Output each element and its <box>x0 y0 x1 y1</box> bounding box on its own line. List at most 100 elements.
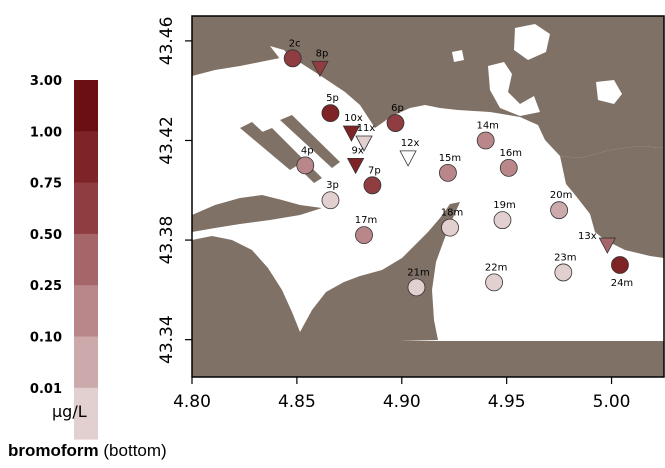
y-tick-label: 43.34 <box>157 315 177 364</box>
legend-box <box>74 336 98 389</box>
station-23m: 23m <box>554 252 577 282</box>
legend-units: μg/L <box>52 402 87 421</box>
legend-box <box>74 233 98 286</box>
station-marker <box>407 278 426 297</box>
legend-label: 3.00 <box>30 74 62 89</box>
land-southwest <box>192 202 460 341</box>
station-marker <box>493 211 512 230</box>
land-east-coast <box>560 146 664 258</box>
station-marker <box>321 104 340 122</box>
legend-label: 0.75 <box>30 177 62 192</box>
station-label: 2c <box>289 38 301 49</box>
station-7p: 7p <box>363 165 382 195</box>
station-label: 21m <box>407 267 429 278</box>
station-11x: 11x <box>355 123 376 152</box>
x-tick-label: 4.85 <box>278 392 316 412</box>
legend-color-boxes <box>74 80 98 440</box>
station-label: 14m <box>476 120 498 131</box>
legend-box <box>74 182 98 235</box>
station-markers: 2c 8p 5p 10x 6p 11x 12x 14m 4p 9x 7p 15m 16m 3p 20m 17m… <box>283 38 633 297</box>
station-label: 22m <box>485 262 507 273</box>
station-marker <box>342 125 361 142</box>
breakwater-3 <box>280 115 340 168</box>
land-south <box>192 341 664 377</box>
station-marker <box>283 49 302 68</box>
y-tick-label: 43.46 <box>157 17 177 66</box>
legend-label: 0.50 <box>30 228 62 243</box>
station-marker <box>611 256 629 274</box>
land-west-peninsula <box>192 195 322 232</box>
station-marker <box>296 156 315 175</box>
station-label: 16m <box>500 148 522 159</box>
station-marker <box>598 237 617 254</box>
station-13x: 13x <box>578 231 617 254</box>
y-axis: 43.34 43.38 43.42 43.46 <box>157 17 192 364</box>
x-tick-label: 4.90 <box>383 392 421 412</box>
station-12x: 12x <box>399 138 420 167</box>
station-label: 6p <box>391 103 404 114</box>
station-label: 18m <box>441 208 463 219</box>
station-label: 4p <box>301 145 314 156</box>
station-marker <box>554 263 573 282</box>
x-tick-label: 4.95 <box>488 392 526 412</box>
station-label: 9x <box>351 145 363 156</box>
station-marker <box>346 157 365 175</box>
x-axis: 4.80 4.85 4.90 4.95 5.00 <box>173 377 630 412</box>
caption-qualifier: (bottom) <box>98 441 167 460</box>
station-label: 17m <box>355 215 377 226</box>
station-marker <box>386 114 405 132</box>
station-6p: 6p <box>386 103 405 132</box>
station-3p: 3p <box>321 180 340 210</box>
islands <box>452 24 622 116</box>
station-label: 23m <box>554 252 576 263</box>
station-label: 13x <box>578 231 597 242</box>
station-marker <box>363 176 382 195</box>
legend-label: 1.00 <box>30 125 62 140</box>
legend-box <box>74 80 98 132</box>
map-frame <box>191 15 665 378</box>
island-4 <box>452 50 464 62</box>
station-marker <box>550 201 569 220</box>
station-label: 20m <box>550 190 572 201</box>
station-label: 11x <box>357 123 376 134</box>
station-20m: 20m <box>550 190 572 220</box>
station-label: 3p <box>326 180 339 191</box>
caption-parameter: bromoform <box>8 441 99 460</box>
station-marker <box>399 150 417 167</box>
station-21m: 21m <box>407 267 430 297</box>
station-19m: 19m <box>493 200 516 230</box>
station-label: 8p <box>316 48 329 59</box>
station-9x: 9x <box>346 145 365 175</box>
y-tick-label: 43.42 <box>157 116 177 165</box>
station-marker <box>311 60 329 78</box>
legend-scale: 3.00 1.00 0.75 0.50 0.25 0.10 0.01 <box>30 74 98 440</box>
island-1 <box>514 24 550 60</box>
breakwater-1 <box>240 122 298 170</box>
legend-label: 0.25 <box>30 279 62 294</box>
x-tick-label: 4.80 <box>173 392 211 412</box>
station-marker <box>441 218 459 237</box>
x-tick-label: 5.00 <box>593 392 631 412</box>
harbor-inlet <box>270 46 372 130</box>
station-marker <box>485 273 503 292</box>
station-marker <box>476 131 495 150</box>
station-label: 15m <box>439 153 461 164</box>
station-label: 7p <box>368 165 381 176</box>
station-label: 5p <box>326 93 339 104</box>
station-10x: 10x <box>342 113 363 142</box>
station-15m: 15m <box>439 153 461 182</box>
station-label: 12x <box>401 138 420 149</box>
station-18m: 18m <box>441 208 463 237</box>
legend-label: 0.01 <box>30 382 62 397</box>
y-tick-label: 43.38 <box>157 216 177 265</box>
legend-labels: 3.00 1.00 0.75 0.50 0.25 0.10 0.01 <box>30 74 62 397</box>
island-2 <box>488 62 540 116</box>
station-16m: 16m <box>500 148 522 177</box>
legend-label: 0.10 <box>30 331 62 346</box>
station-marker <box>499 158 518 177</box>
station-8p: 8p <box>311 48 329 78</box>
station-marker <box>355 226 373 244</box>
station-marker <box>355 135 373 152</box>
legend-box <box>74 285 98 337</box>
station-17m: 17m <box>355 215 377 244</box>
